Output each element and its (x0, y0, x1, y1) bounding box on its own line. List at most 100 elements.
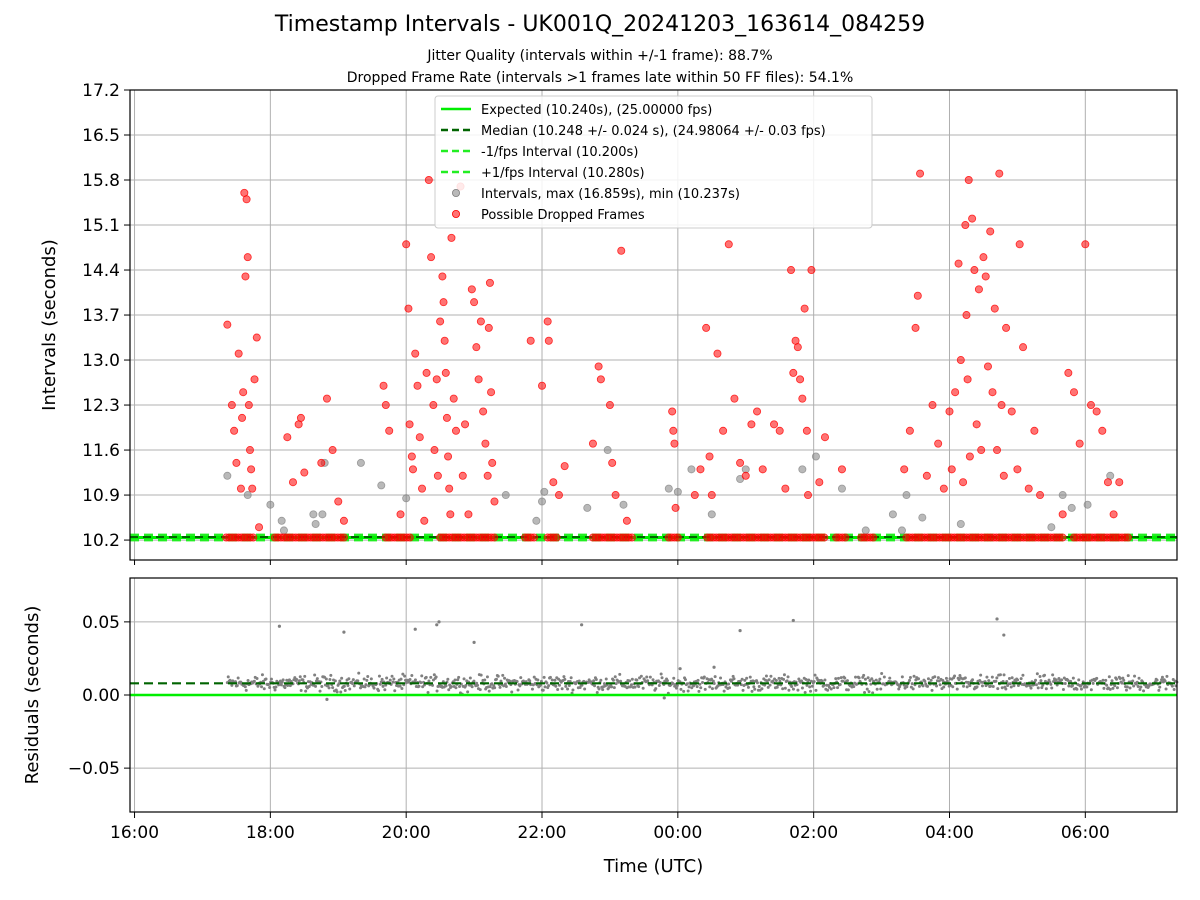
dropped-frame-point (713, 349, 722, 358)
residual-point (1120, 681, 1124, 685)
dropped-frame-point (916, 169, 925, 178)
interval-point (356, 458, 365, 467)
residual-point (857, 676, 861, 680)
top-panel-x-ticks (134, 560, 1086, 565)
dropped-frame-point (1086, 401, 1095, 410)
dropped-frame-point (588, 439, 597, 448)
dropped-frame-point (490, 497, 499, 506)
interval-point (311, 519, 320, 528)
dropped-frame-point (947, 465, 956, 474)
residual-point (985, 675, 989, 679)
residual-point (820, 679, 824, 683)
residual-point (787, 688, 791, 692)
residual-point (646, 679, 650, 683)
residual-point (264, 677, 268, 681)
dropped-frame-point (1098, 426, 1107, 435)
residual-point (260, 673, 264, 677)
dropped-frame-point (479, 407, 488, 416)
dropped-frame-point (965, 452, 974, 461)
residual-point (900, 675, 904, 679)
residual-point (766, 685, 770, 689)
residual-point (557, 683, 561, 687)
residual-point (786, 675, 790, 679)
residual-point (226, 675, 230, 679)
interval-point (902, 491, 911, 500)
residual-point (543, 685, 547, 689)
residual-point (782, 673, 786, 677)
residual-point (874, 678, 878, 682)
residual-point (979, 673, 983, 677)
residual-point (679, 687, 683, 691)
dropped-frame-point (445, 484, 454, 493)
residual-point (539, 679, 543, 683)
residual-point (413, 627, 417, 631)
residual-point (516, 688, 520, 692)
dropped-frame-point (490, 533, 499, 542)
residual-point (990, 675, 994, 679)
residual-point (342, 684, 346, 688)
residual-point (639, 674, 643, 678)
residual-point (750, 689, 754, 693)
residual-point (476, 683, 480, 687)
residual-point (991, 685, 995, 689)
residual-point (696, 678, 700, 682)
dropped-frame-point (424, 176, 433, 185)
residual-point (875, 687, 879, 691)
residual-point (995, 617, 999, 621)
residual-point (518, 684, 522, 688)
residual-point (499, 679, 503, 683)
dropped-frame-point (554, 491, 563, 500)
dropped-frame-point (963, 375, 972, 384)
residual-point (865, 687, 869, 691)
residual-point (611, 678, 615, 682)
residual-point (863, 677, 867, 681)
residual-point (637, 685, 641, 689)
residual-point (740, 677, 744, 681)
dropped-frame-point (1024, 484, 1033, 493)
dropped-frame-point (983, 362, 992, 371)
residual-point (1029, 686, 1033, 690)
residual-point (347, 677, 351, 681)
residual-point (244, 688, 248, 692)
residual-point (1107, 675, 1111, 679)
residual-point (660, 676, 664, 680)
interval-point (540, 487, 549, 496)
residual-point (1164, 687, 1168, 691)
residual-point (325, 697, 329, 701)
residual-point (1021, 673, 1025, 677)
interval-point (243, 491, 252, 500)
dropped-frame-point (1123, 533, 1132, 542)
residual-point (366, 675, 370, 679)
residual-point (713, 675, 717, 679)
x-axis-label: Time (UTC) (603, 856, 704, 877)
bottom-panel-x-ticks: 16:00 18:00 20:00 22:00 00:00 02:00 04:00 06:00 (110, 812, 1110, 843)
bottom-panel-y-ticks: 0.05 0.00 −0.05 (68, 613, 130, 779)
dropped-frame-point (596, 375, 605, 384)
dropped-frame-point (1015, 240, 1024, 249)
residual-point (548, 675, 552, 679)
residual-point (662, 696, 666, 700)
residual-point (571, 688, 575, 692)
residual-point (813, 673, 817, 677)
residual-point (1061, 688, 1065, 692)
dropped-frame-point (449, 394, 458, 403)
residual-point (343, 689, 347, 693)
dropped-frame-point (223, 320, 232, 329)
residual-point (1113, 684, 1117, 688)
residual-point (454, 686, 458, 690)
residual-point (479, 673, 483, 677)
residual-point (841, 679, 845, 683)
residual-point (246, 679, 250, 683)
residual-point (1000, 686, 1004, 690)
residual-point (286, 683, 290, 687)
dropped-frame-point (775, 426, 784, 435)
residual-point (822, 683, 826, 687)
residual-point (908, 675, 912, 679)
top-y-tick-label: 15.8 (82, 171, 120, 191)
residual-point (995, 676, 999, 680)
interval-point (1047, 523, 1056, 532)
interval-point (956, 519, 965, 528)
dropped-frame-point (802, 426, 811, 435)
residual-point (648, 675, 652, 679)
